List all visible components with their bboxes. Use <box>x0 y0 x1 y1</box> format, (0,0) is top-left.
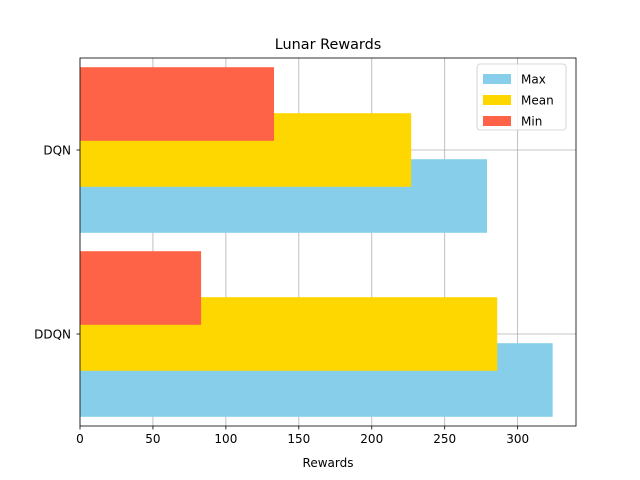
x-tick-label: 200 <box>360 432 383 446</box>
legend-label-min: Min <box>521 115 542 129</box>
legend-swatch-mean <box>483 95 511 105</box>
x-tick-label: 50 <box>145 432 160 446</box>
y-tick-label: DQN <box>43 144 71 158</box>
y-tick-label: DDQN <box>34 328 71 342</box>
x-tick-label: 150 <box>287 432 310 446</box>
legend-label-mean: Mean <box>521 94 554 108</box>
bar-min-ddqn <box>80 251 202 325</box>
x-tick-label: 100 <box>214 432 237 446</box>
y-axis-ticks: DDQN DQN <box>34 144 80 342</box>
x-tick-label: 300 <box>506 432 529 446</box>
x-tick-label: 250 <box>433 432 456 446</box>
x-axis-ticks: 0 50 100 150 200 250 300 <box>76 426 529 446</box>
chart-title: Lunar Rewards <box>275 37 381 53</box>
x-axis-label: Rewards <box>303 456 354 470</box>
bar-min-dqn <box>80 67 275 141</box>
legend-label-max: Max <box>521 73 546 87</box>
x-tick-label: 0 <box>76 432 84 446</box>
plot-frame <box>79 57 577 427</box>
legend-swatch-max <box>483 74 511 84</box>
legend-swatch-min <box>483 116 511 126</box>
bars <box>80 67 553 417</box>
legend: Max Mean Min <box>476 63 567 131</box>
